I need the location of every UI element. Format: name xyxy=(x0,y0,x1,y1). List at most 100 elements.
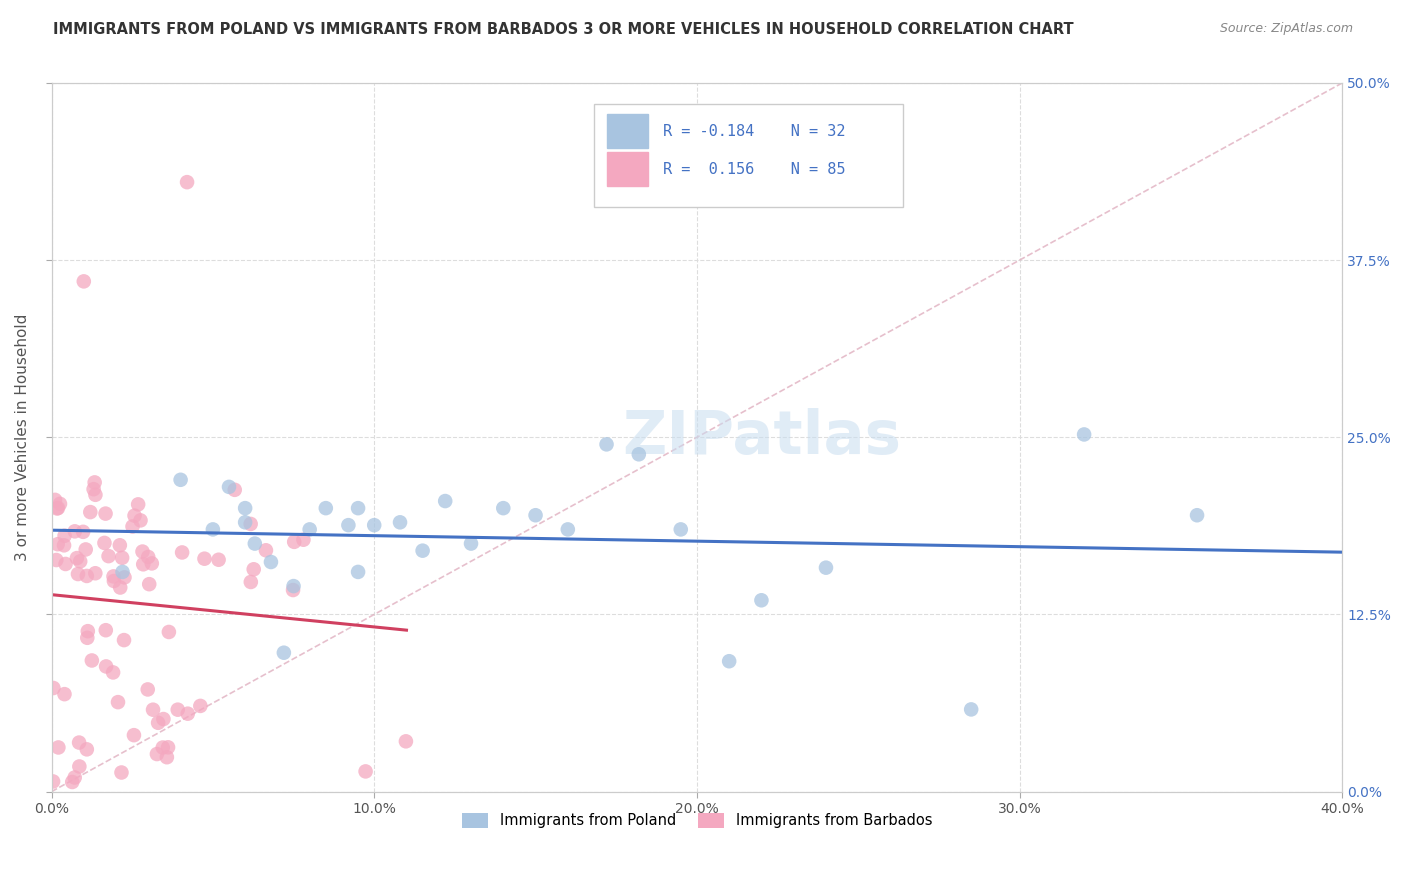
Point xyxy=(177,706,200,721)
Point xyxy=(108,538,131,552)
Point xyxy=(233,501,256,516)
Point xyxy=(315,501,337,516)
Point xyxy=(75,542,97,557)
Point xyxy=(114,570,136,584)
Point xyxy=(146,715,169,730)
Point xyxy=(152,712,174,726)
Point xyxy=(93,536,115,550)
Y-axis label: 3 or more Vehicles in Household: 3 or more Vehicles in Household xyxy=(15,314,30,561)
Point xyxy=(273,646,295,660)
Point xyxy=(354,764,377,779)
Point xyxy=(45,553,67,567)
Point xyxy=(76,631,98,645)
Point xyxy=(239,574,262,589)
Point xyxy=(718,654,741,668)
Point xyxy=(72,524,94,539)
Point xyxy=(242,562,264,576)
Point xyxy=(80,653,103,667)
Point xyxy=(347,501,370,516)
Point xyxy=(131,544,153,558)
Point xyxy=(224,483,246,497)
Point xyxy=(111,550,134,565)
Point xyxy=(260,555,283,569)
Point xyxy=(395,734,418,748)
Point xyxy=(281,582,304,597)
Point xyxy=(67,735,90,749)
Point xyxy=(627,447,650,461)
Point xyxy=(46,501,69,516)
Point xyxy=(107,695,129,709)
Point xyxy=(138,577,160,591)
Point xyxy=(172,545,194,559)
Point xyxy=(283,534,305,549)
Point xyxy=(53,687,76,701)
Point xyxy=(492,501,515,516)
Point xyxy=(42,681,65,695)
Point xyxy=(254,543,277,558)
Point xyxy=(124,508,146,523)
Point xyxy=(363,518,385,533)
Point xyxy=(152,740,174,755)
FancyBboxPatch shape xyxy=(593,104,904,207)
Point xyxy=(94,624,117,638)
Point xyxy=(83,475,105,490)
Point xyxy=(66,551,89,566)
Point xyxy=(49,497,72,511)
Point xyxy=(112,633,135,648)
Point xyxy=(337,518,360,533)
Point xyxy=(669,523,692,537)
Point xyxy=(67,759,90,773)
Point xyxy=(60,775,83,789)
Point xyxy=(960,702,983,716)
Point xyxy=(557,523,579,537)
Point xyxy=(136,549,159,564)
Bar xyxy=(606,114,648,148)
Point xyxy=(157,624,180,639)
Point xyxy=(814,560,837,574)
Point xyxy=(233,516,256,530)
Point xyxy=(83,482,105,496)
Bar xyxy=(606,153,648,186)
Point xyxy=(48,740,70,755)
Text: Source: ZipAtlas.com: Source: ZipAtlas.com xyxy=(1219,22,1353,36)
Point xyxy=(188,698,211,713)
Point xyxy=(94,507,117,521)
Point xyxy=(121,519,143,533)
Point xyxy=(53,538,76,552)
Point xyxy=(751,593,773,607)
Point xyxy=(84,566,107,581)
Point xyxy=(55,557,77,571)
Point xyxy=(1185,508,1208,523)
Point xyxy=(97,549,120,563)
Point xyxy=(283,579,305,593)
Point xyxy=(298,523,321,537)
Point xyxy=(44,492,66,507)
Point xyxy=(239,516,262,531)
Point xyxy=(524,508,547,523)
Point xyxy=(347,565,370,579)
Point xyxy=(1073,427,1095,442)
Point xyxy=(129,513,152,527)
Point xyxy=(243,536,266,550)
Point xyxy=(389,516,412,530)
Point xyxy=(136,682,159,697)
Text: R =  0.156    N = 85: R = 0.156 N = 85 xyxy=(664,162,846,177)
Point xyxy=(434,494,457,508)
Point xyxy=(103,569,125,583)
Point xyxy=(460,536,482,550)
Point xyxy=(63,524,86,539)
Point xyxy=(53,529,76,543)
Point xyxy=(193,551,215,566)
Point xyxy=(142,703,165,717)
Point xyxy=(69,554,91,568)
Point xyxy=(73,274,96,288)
Point xyxy=(76,569,98,583)
Point xyxy=(111,565,134,579)
Point xyxy=(110,765,132,780)
Point xyxy=(176,175,198,189)
Text: ZIPatlas: ZIPatlas xyxy=(621,408,901,467)
Point xyxy=(42,774,65,789)
Point xyxy=(76,742,98,756)
Point xyxy=(63,771,86,785)
Point xyxy=(141,557,163,571)
